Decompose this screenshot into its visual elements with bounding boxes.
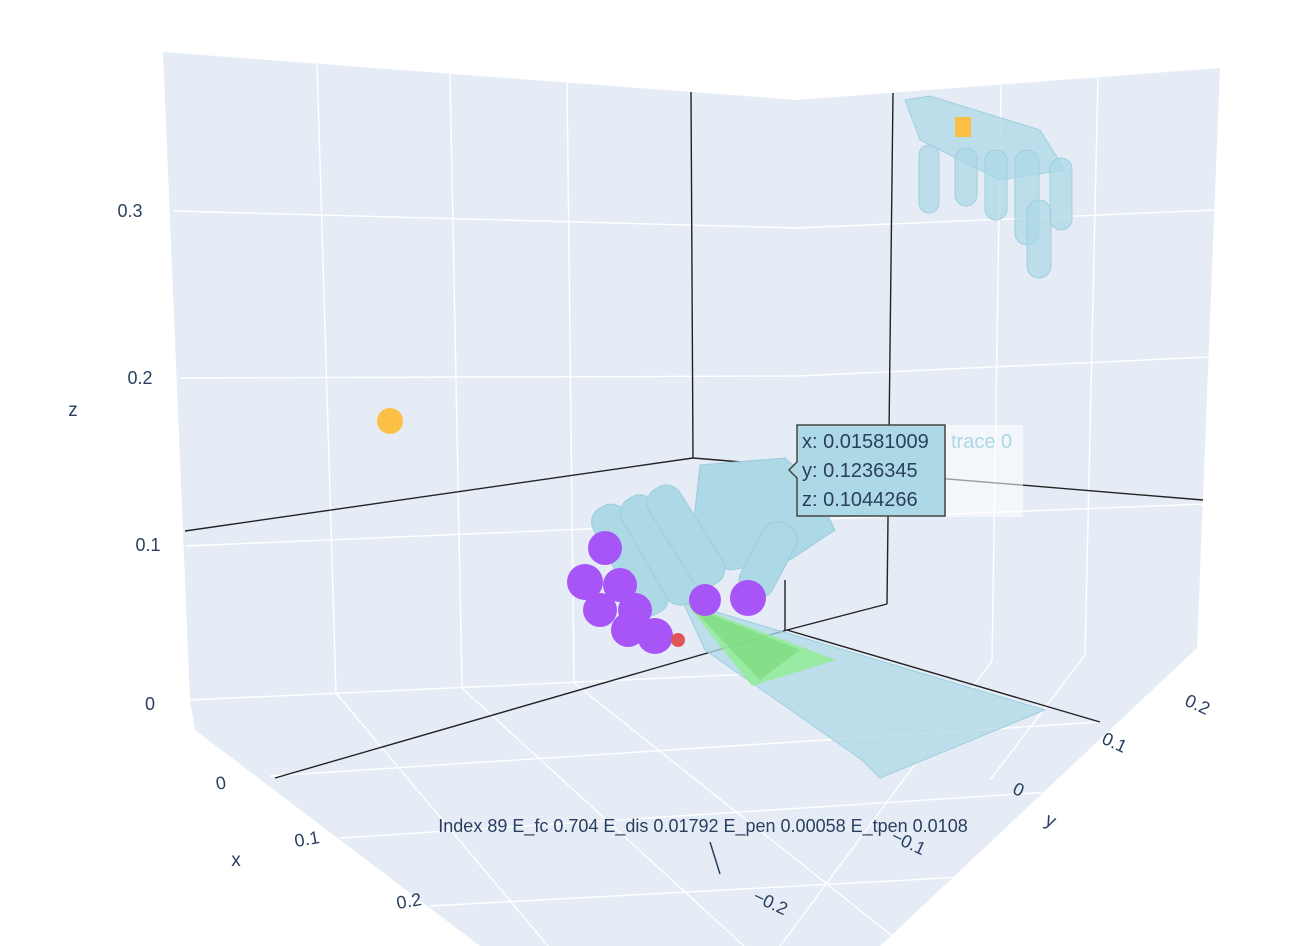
x-tick-label: 0.2: [395, 889, 423, 913]
hover-y-value: y: 0.1236345: [802, 460, 918, 482]
hover-label: x: 0.01581009 y: 0.1236345 z: 0.1044266 …: [787, 424, 1023, 517]
ghost-hand-mesh[interactable]: [904, 95, 1073, 279]
hover-z-value: z: 0.1044266: [802, 489, 918, 511]
y-axis-title: y: [1042, 809, 1060, 832]
z-axis-title: z: [68, 400, 78, 421]
energy-annotation: Index 89 E_fc 0.704 E_dis 0.01792 E_pen …: [438, 816, 967, 837]
z-tick-label: 0.3: [117, 201, 142, 221]
x-axis-title: x: [231, 850, 241, 871]
x-tick-label: 0: [214, 772, 227, 793]
right-wall-pane: [797, 68, 1220, 672]
target-marker[interactable]: [377, 408, 403, 434]
z-tick-label: 0.2: [127, 368, 152, 388]
z-ticks: 0 0.1 0.2 0.3: [117, 201, 160, 714]
z-tick-label: 0.1: [135, 535, 160, 555]
z-tick-label: 0: [145, 694, 155, 714]
contact-cone-edge: [690, 606, 800, 680]
contact-points[interactable]: [567, 531, 766, 654]
hover-x-value: x: 0.01581009: [802, 431, 929, 453]
annotation-arrow: [709, 841, 721, 875]
hover-trace-name-box: [945, 425, 1023, 517]
red-contact-marker[interactable]: [671, 633, 685, 647]
ghost-target-marker[interactable]: [955, 117, 971, 137]
y-tick-label: 0.2: [1182, 690, 1213, 719]
x-tick-label: 0.1: [293, 827, 321, 851]
hover-trace-name: trace 0: [951, 431, 1012, 453]
x-ticks: 0 0.1 0.2: [214, 772, 423, 913]
hover-box: [787, 424, 946, 517]
